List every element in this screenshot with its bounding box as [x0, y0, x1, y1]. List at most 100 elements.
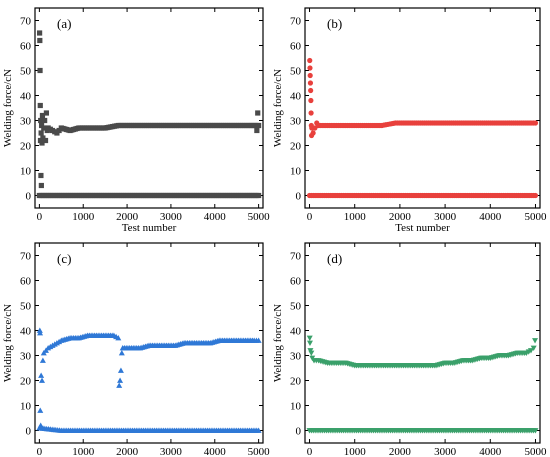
panel-d-point — [530, 345, 537, 351]
panel-a-point — [42, 137, 49, 144]
panel-b-ytick-label: 20 — [290, 141, 302, 153]
panel-c-xtick-label: 4000 — [204, 446, 227, 457]
panel-c-ylabel: Welding force/cN — [2, 304, 14, 382]
panel-a: 0 10 20 30 40 50 60 70 0 1000 2000 3000 4000 5000 Test… — [2, 7, 271, 234]
panel-d-xtick-label: 4000 — [479, 446, 502, 457]
panel-a-point — [38, 117, 44, 124]
panel-a-point — [255, 110, 261, 116]
panel-a-xtick-label: 1000 — [72, 211, 95, 223]
panel-b-series-1 — [306, 192, 539, 199]
panel-d-point — [532, 338, 539, 344]
panel-a-point — [43, 110, 49, 116]
panel-d-point — [306, 340, 313, 346]
panel-a-ytick-label: 60 — [20, 41, 32, 53]
panel-b-point — [308, 87, 314, 94]
panel-d-point — [527, 348, 534, 354]
panel-c-ytick-label: 20 — [20, 376, 32, 388]
panel-a-point — [38, 182, 44, 189]
panel-c-ytick-label: 10 — [20, 401, 32, 413]
panel-b-xlabel: Test number — [395, 222, 450, 234]
panel-c-xtick-label: 1000 — [72, 446, 95, 457]
panel-d-ytick-label: 20 — [290, 376, 302, 388]
panel-a-ytick-label: 70 — [20, 16, 32, 28]
panel-c-ytick-label: 30 — [20, 351, 32, 363]
panel-b-point — [308, 110, 314, 116]
panel-b-xtick-label: 2000 — [389, 211, 412, 223]
panel-b-ylabel: Welding force/cN — [272, 69, 284, 147]
panel-b-ytick-label: 0 — [296, 191, 302, 203]
panel-c-frame — [34, 242, 264, 444]
panel-d-point — [532, 428, 539, 434]
panel-d-label: (d) — [327, 251, 342, 266]
panel-b-frame — [304, 7, 541, 209]
panel-d-point — [308, 350, 315, 356]
panel-c-series-1 — [36, 425, 262, 433]
panel-d-series-1 — [306, 428, 539, 434]
panel-c-point — [38, 372, 45, 378]
panel-d-xtick-label: 1000 — [344, 446, 367, 457]
panel-a-series-0 — [37, 30, 262, 189]
panel-b-point — [532, 192, 539, 199]
panel-a-ytick-label: 20 — [20, 141, 32, 153]
panel-c-point — [255, 337, 262, 343]
panel-a-ylabel: Welding force/cN — [2, 69, 14, 147]
panel-d: 010203040506070010002000300040005000Test… — [272, 242, 547, 457]
panel-d-ytick-label: 0 — [296, 426, 302, 438]
panel-c-point — [115, 335, 122, 341]
panel-b-ytick-label: 70 — [290, 16, 302, 28]
panel-c-point — [37, 407, 44, 413]
panel-d-frame — [304, 242, 541, 444]
panel-c-xtick-label: 3000 — [160, 446, 183, 457]
panel-d-ytick-label: 50 — [290, 301, 302, 313]
panel-b-ytick-label: 60 — [290, 41, 302, 53]
panel-a-point — [256, 192, 262, 199]
panel-b-point — [307, 72, 313, 79]
panel-c-point — [37, 330, 44, 336]
panel-c-ytick-label: 70 — [20, 251, 32, 263]
panel-b-label: (b) — [327, 16, 342, 31]
panel-a-xtick-label: 5000 — [248, 211, 271, 223]
panel-a-label: (a) — [57, 16, 71, 31]
panel-c-ytick-label: 40 — [20, 326, 32, 338]
panel-a-series-1 — [36, 192, 262, 199]
panel-a-point — [254, 127, 260, 134]
panel-b-point — [532, 120, 539, 126]
panel-b-xtick-label: 0 — [307, 211, 313, 223]
panel-a-xlabel: Test number — [122, 222, 177, 234]
panel-b-xtick-label: 4000 — [479, 211, 502, 223]
panel-a-xtick-label: 2000 — [116, 211, 139, 223]
panel-d-point — [306, 335, 313, 341]
panel-a-point — [256, 122, 262, 129]
panel-a-point — [37, 37, 43, 44]
panel-b-point — [307, 80, 314, 86]
panel-a-xtick-label: 4000 — [204, 211, 227, 223]
panel-b-ytick-label: 40 — [290, 91, 302, 103]
panel-c-ytick-label: 50 — [20, 301, 32, 313]
panel-d-ytick-label: 60 — [290, 276, 302, 288]
panel-a-ytick-label: 50 — [20, 66, 32, 78]
panel-c-xtick-label: 2000 — [116, 446, 139, 457]
panel-c-xtick-label: 0 — [37, 446, 43, 457]
panel-d-ytick-label: 10 — [290, 401, 302, 413]
panel-c-label: (c) — [57, 251, 71, 266]
panel-d-series-0 — [306, 335, 539, 369]
panel-a-point — [37, 102, 43, 109]
panel-c-point — [116, 382, 123, 388]
panel-b-point — [312, 125, 318, 131]
panel-a-point — [38, 172, 44, 179]
panel-d-ytick-label: 30 — [290, 351, 302, 363]
panel-c-xtick-label: 5000 — [248, 446, 271, 457]
panel-a-point — [40, 135, 46, 141]
panel-b-ytick-label: 10 — [290, 166, 302, 178]
panel-b-ytick-label: 50 — [290, 66, 302, 78]
panel-b-ytick-label: 30 — [290, 116, 302, 128]
panel-a-point — [38, 130, 44, 136]
panel-c-point — [255, 427, 262, 433]
panel-c-series-0 — [36, 327, 262, 428]
panel-b-point — [307, 65, 313, 71]
panel-b-xtick-label: 1000 — [344, 211, 367, 223]
panel-c-point — [118, 350, 125, 356]
panel-c: 010203040506070010002000300040005000Test… — [2, 242, 271, 457]
panel-a-ytick-label: 10 — [20, 166, 32, 178]
